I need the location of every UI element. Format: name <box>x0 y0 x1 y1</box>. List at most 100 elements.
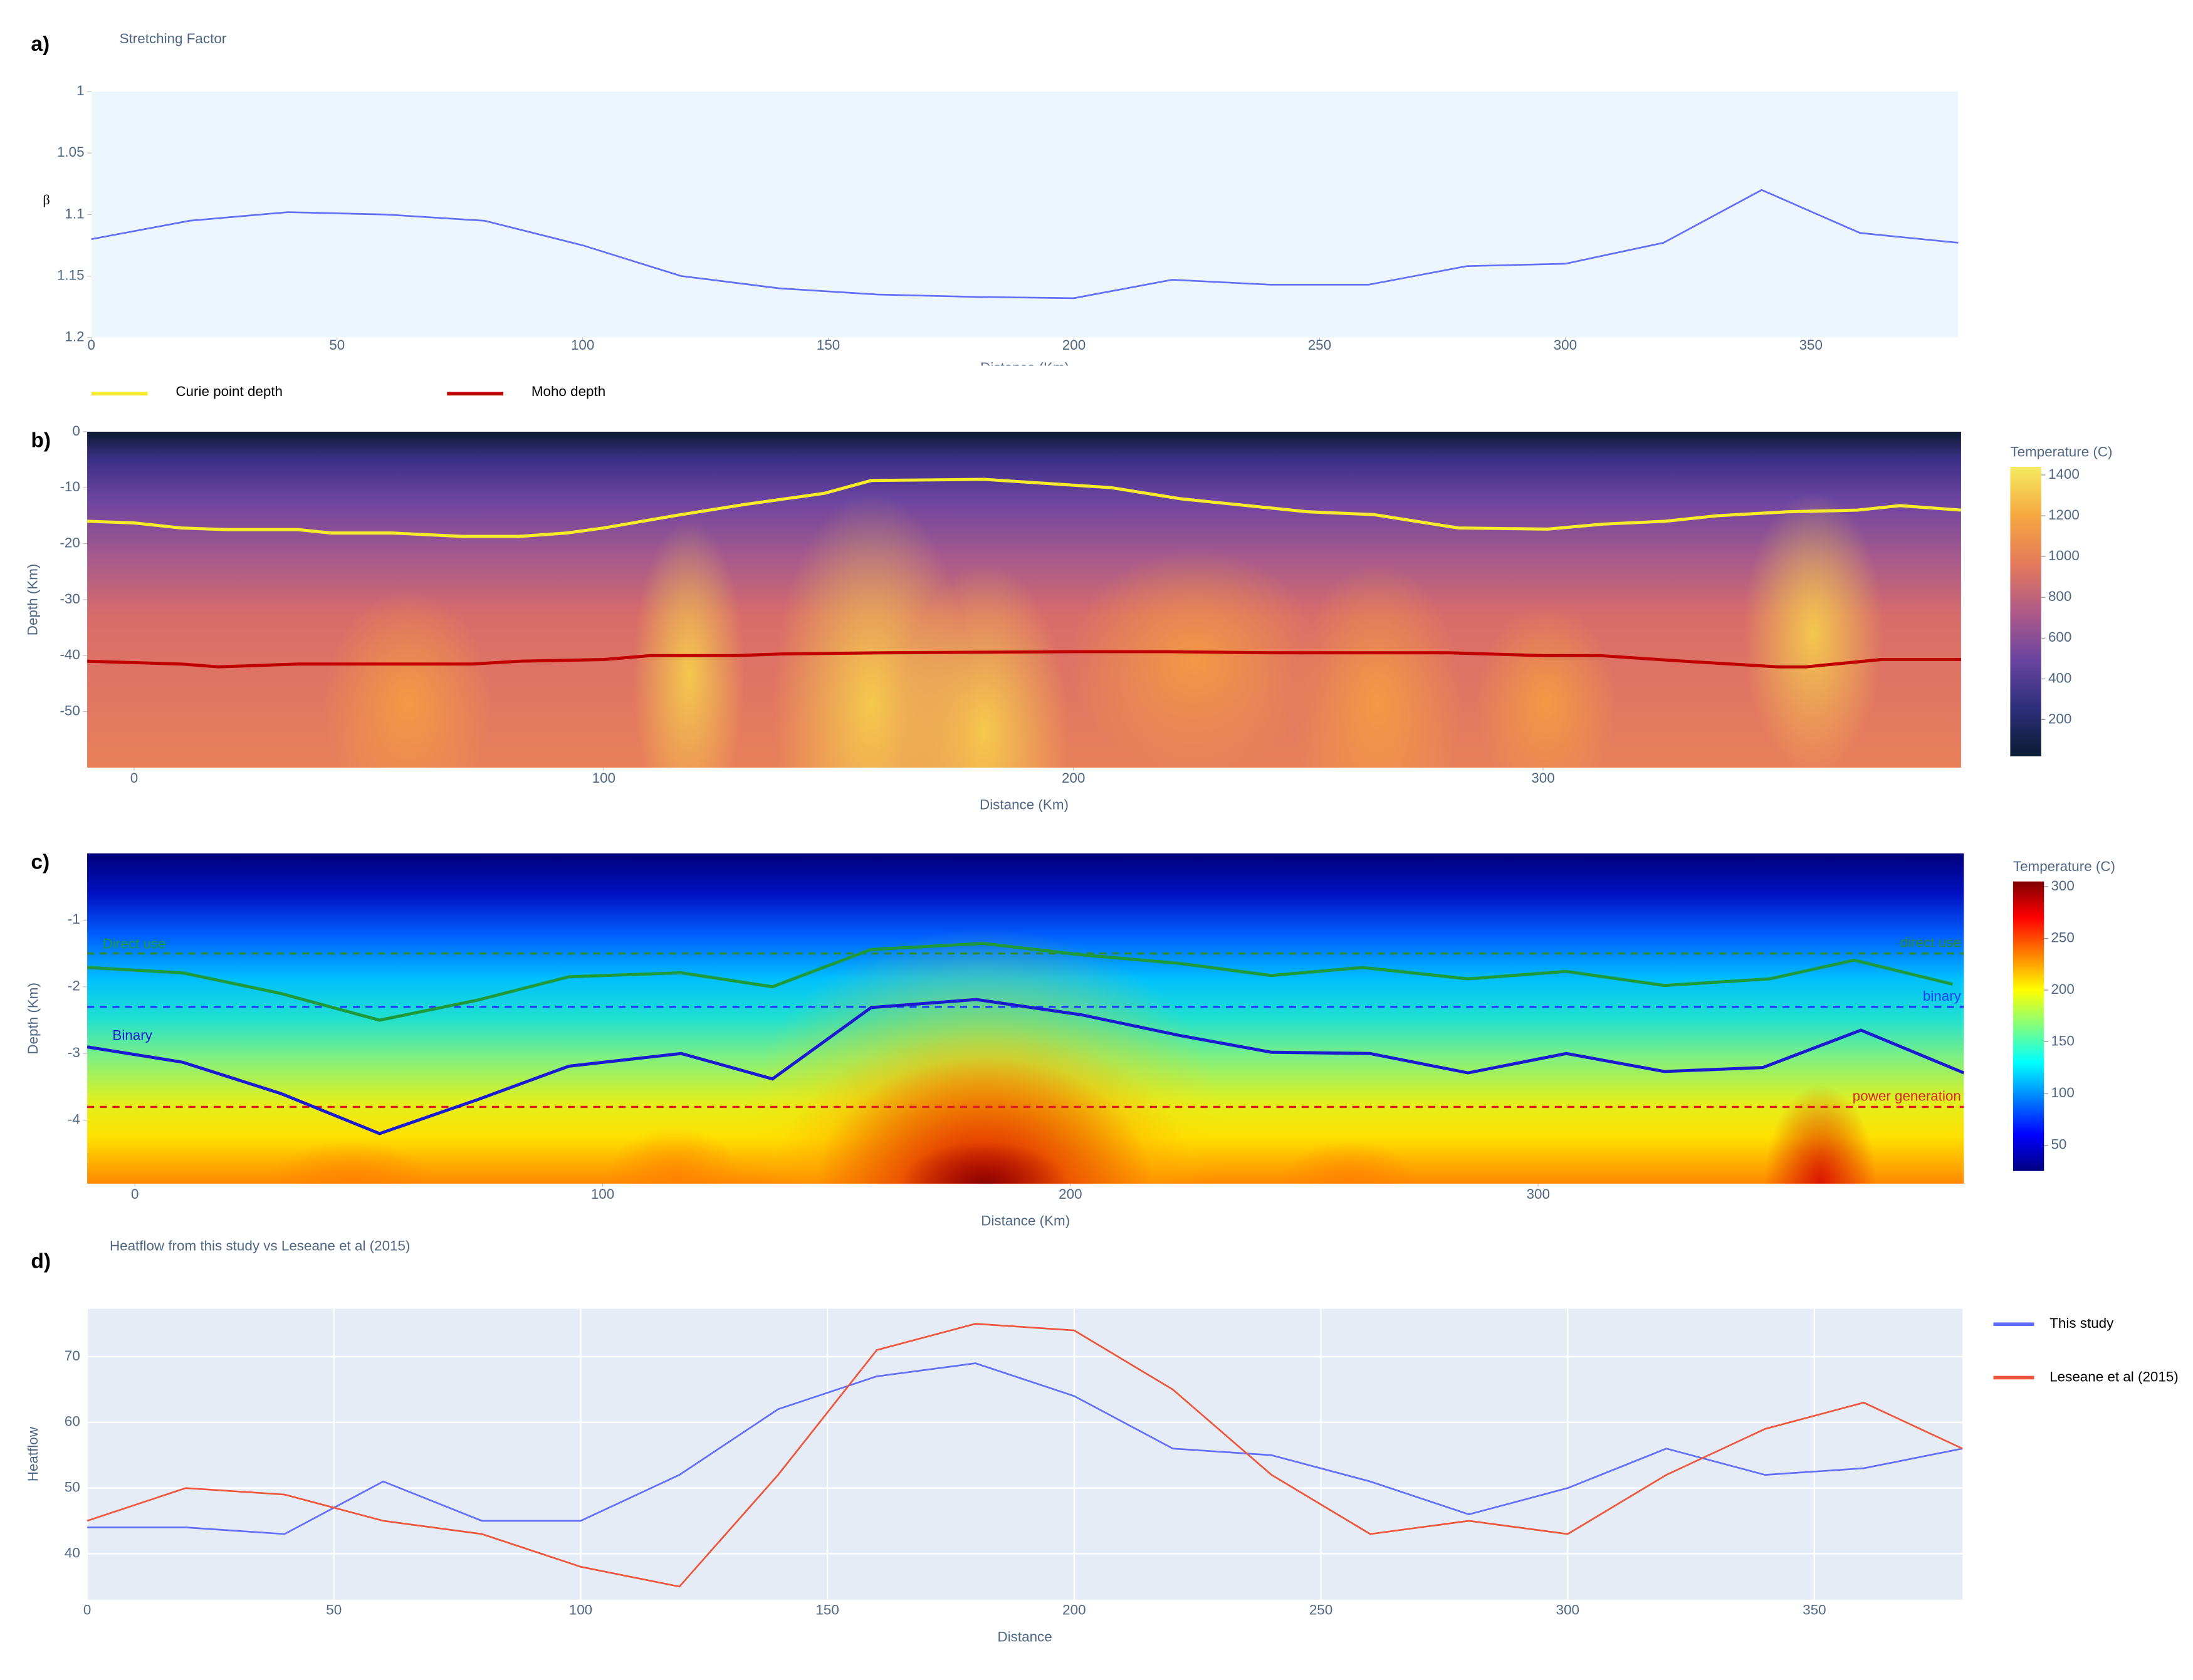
y-tick-label: 60 <box>65 1414 80 1429</box>
y-tick-label: 1.1 <box>65 206 84 221</box>
annotation: Binary <box>112 1027 152 1043</box>
colorbar-tick-label: 200 <box>2048 711 2071 726</box>
series-line <box>91 189 1959 300</box>
x-tick-label: 0 <box>130 770 138 786</box>
panel: 0 -10 -20 -30 -40 -50 0 100 200 300 Depth (Km) Dist… <box>25 423 1962 812</box>
x-tick-label: 0 <box>88 337 95 353</box>
y-tick-label: 70 <box>65 1348 80 1364</box>
x-tick-label: 250 <box>1308 337 1331 353</box>
heat-blob <box>632 520 745 768</box>
panel-label: a) <box>31 33 50 56</box>
y-tick-label: 50 <box>65 1479 80 1495</box>
y-tick-label: 1 <box>76 83 84 98</box>
x-tick-label: 100 <box>569 1602 592 1618</box>
legend-label: This study <box>2049 1315 2114 1331</box>
colorbar-tick-label: 1400 <box>2048 466 2080 482</box>
x-axis-label: Distance (Km) <box>980 360 1069 375</box>
x-tick-label: 200 <box>1059 1186 1082 1202</box>
heat-blob <box>323 590 492 768</box>
colorbar-tick-label: 600 <box>2048 629 2071 645</box>
colorbar-tick-label: 300 <box>2051 878 2074 894</box>
colorbar-tick-label: 1000 <box>2048 548 2080 563</box>
x-axis-label: Distance <box>998 1629 1052 1644</box>
colorbar <box>2010 466 2041 757</box>
series-line <box>86 1323 1963 1588</box>
x-tick-label: 50 <box>329 337 345 353</box>
x-tick-label: 150 <box>815 1602 839 1618</box>
heat-blob <box>1743 492 1884 768</box>
colorbar <box>2012 881 2044 1171</box>
legend-label: Moho depth <box>531 383 605 399</box>
y-tick-label: -2 <box>68 978 80 994</box>
panel: -1 -2 -3 -4 0 100 200 300 Depth (Km) Distance (Km… <box>25 853 1965 1228</box>
x-tick-label: 350 <box>1799 337 1823 353</box>
y-tick-label: 1.15 <box>57 267 85 283</box>
x-tick-label: 100 <box>592 770 615 786</box>
x-tick-label: 100 <box>571 337 594 353</box>
x-tick-label: 200 <box>1062 337 1086 353</box>
legend-label: Leseane et al (2015) <box>2049 1369 2179 1384</box>
heat-blob <box>1293 562 1462 768</box>
y-tick-label: -20 <box>60 535 80 551</box>
y-tick-label: -40 <box>60 647 80 662</box>
colorbar-tick-label: 800 <box>2048 588 2071 604</box>
x-tick-label: 150 <box>817 337 840 353</box>
colorbar-tick-label: 1200 <box>2048 507 2080 523</box>
heat-blob <box>899 1141 1069 1184</box>
colorbar-tick-label: 50 <box>2051 1136 2066 1152</box>
x-tick-label: 250 <box>1309 1602 1332 1618</box>
heat-blob <box>604 1127 745 1184</box>
colorbar-tick-label: 400 <box>2048 670 2071 686</box>
heat-blob <box>899 562 1069 768</box>
x-tick-label: 0 <box>131 1186 139 1202</box>
y-tick-label: -50 <box>60 703 80 719</box>
x-tick-label: 100 <box>591 1186 614 1202</box>
heat-blob <box>1476 604 1617 768</box>
plot-area <box>87 1308 1963 1600</box>
series-line <box>86 477 1962 538</box>
x-axis-label: Distance (Km) <box>980 796 1069 812</box>
y-tick-label: 1.2 <box>65 329 84 345</box>
x-tick-label: 200 <box>1062 770 1085 786</box>
annotation: Direct use <box>103 936 166 952</box>
panel-label: c) <box>31 850 50 874</box>
legend-label: Curie point depth <box>175 383 283 399</box>
x-tick-label: 0 <box>83 1602 91 1618</box>
y-tick-label: -30 <box>60 591 80 607</box>
heat-blob <box>815 1057 1153 1184</box>
series-line <box>86 650 1961 669</box>
series-line <box>86 942 1954 1022</box>
x-tick-label: 350 <box>1803 1602 1826 1618</box>
y-axis-label: Depth (Km) <box>25 983 41 1055</box>
colorbar-tick-label: 150 <box>2051 1033 2074 1048</box>
heat-blob <box>1764 1085 1877 1184</box>
y-tick-label: 40 <box>65 1545 80 1560</box>
y-tick-label: -3 <box>68 1045 80 1060</box>
panel: Stretching Factor 1 1.05 1.1 1.15 1.20 50 100 15… <box>43 31 1959 375</box>
y-tick-label: -10 <box>60 479 80 494</box>
x-tick-label: 300 <box>1554 337 1577 353</box>
y-axis-label: β <box>43 192 50 207</box>
y-axis-label: Heatflow <box>25 1426 41 1481</box>
plot-area <box>91 91 1959 338</box>
colorbar-tick-label: 250 <box>2051 929 2074 945</box>
x-tick-label: 300 <box>1556 1602 1579 1618</box>
panel-label: d) <box>31 1250 51 1273</box>
y-tick-label: 0 <box>72 423 80 439</box>
heat-blob <box>1068 548 1322 768</box>
heatmap-highlights <box>323 492 1884 768</box>
colorbar-tick-label: 100 <box>2051 1085 2074 1100</box>
heatmap-highlights <box>267 927 1877 1184</box>
threshold-label: power generation <box>1853 1088 1961 1104</box>
y-tick-label: 1.05 <box>57 144 85 160</box>
x-axis-label: Distance (Km) <box>981 1213 1070 1228</box>
panel-label: b) <box>31 429 51 452</box>
threshold-label: binary <box>1923 988 1962 1004</box>
y-tick-label: -4 <box>68 1112 80 1127</box>
series-line <box>86 998 1965 1135</box>
x-tick-label: 200 <box>1062 1602 1086 1618</box>
colorbar-title: Temperature (C) <box>2010 444 2112 459</box>
chart-title: Heatflow from this study vs Leseane et a… <box>110 1238 410 1254</box>
